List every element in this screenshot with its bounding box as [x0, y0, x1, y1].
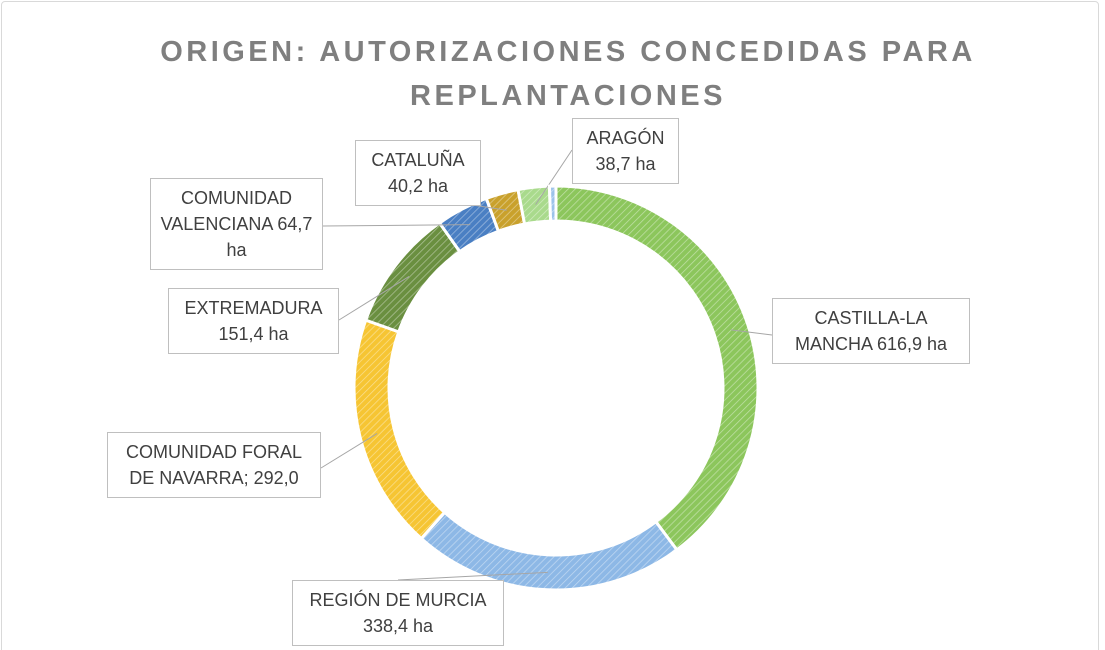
leader-line	[338, 275, 410, 321]
slice	[363, 220, 462, 334]
leader-line	[397, 571, 548, 581]
data-label: COMUNIDAD FORAL DE NAVARRA; 292,0	[107, 432, 321, 498]
slice	[547, 184, 558, 223]
leader-line	[731, 329, 773, 336]
data-label: EXTREMADURA 151,4 ha	[168, 288, 339, 354]
chart-title: ORIGEN: AUTORIZACIONES CONCEDIDAS PARA R…	[160, 36, 976, 112]
leader-line	[320, 433, 378, 469]
slice	[419, 510, 679, 592]
slice	[516, 184, 553, 226]
data-label: CASTILLA-LA MANCHA 616,9 ha	[772, 298, 970, 364]
leader-line	[535, 149, 573, 205]
data-label: CATALUÑA 40,2 ha	[355, 140, 481, 206]
data-label: COMUNIDAD VALENCIANA 64,7 ha	[150, 178, 323, 270]
slice	[554, 184, 760, 552]
data-label: ARAGÓN 38,7 ha	[572, 118, 679, 184]
data-label: REGIÓN DE MURCIA 338,4 ha	[292, 580, 504, 646]
leader-line	[322, 224, 471, 227]
slice	[352, 318, 447, 541]
